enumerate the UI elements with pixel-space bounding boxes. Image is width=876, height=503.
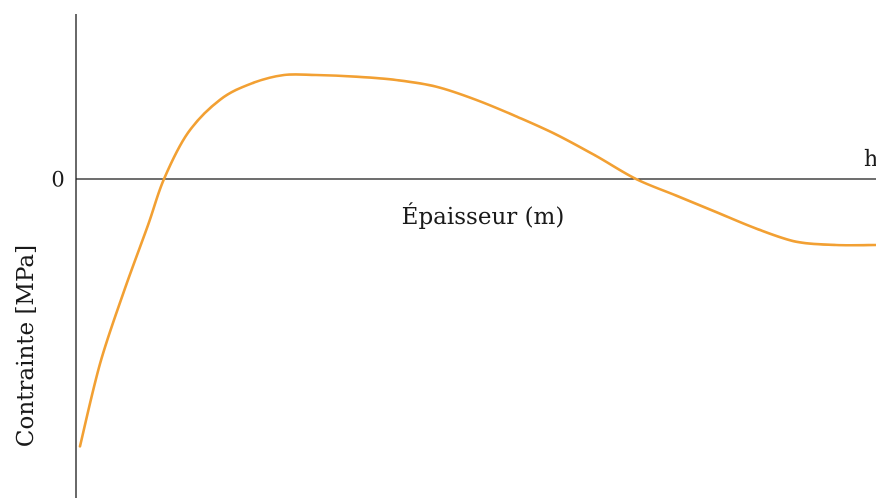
y-axis-label: Contrainte [MPa] — [13, 245, 39, 447]
x-axis-label: Épaisseur (m) — [402, 203, 565, 230]
y-zero-tick-label: 0 — [51, 168, 64, 192]
series-layer — [78, 73, 876, 448]
series-line-0 — [78, 73, 876, 448]
x-end-label: h — [864, 147, 876, 172]
